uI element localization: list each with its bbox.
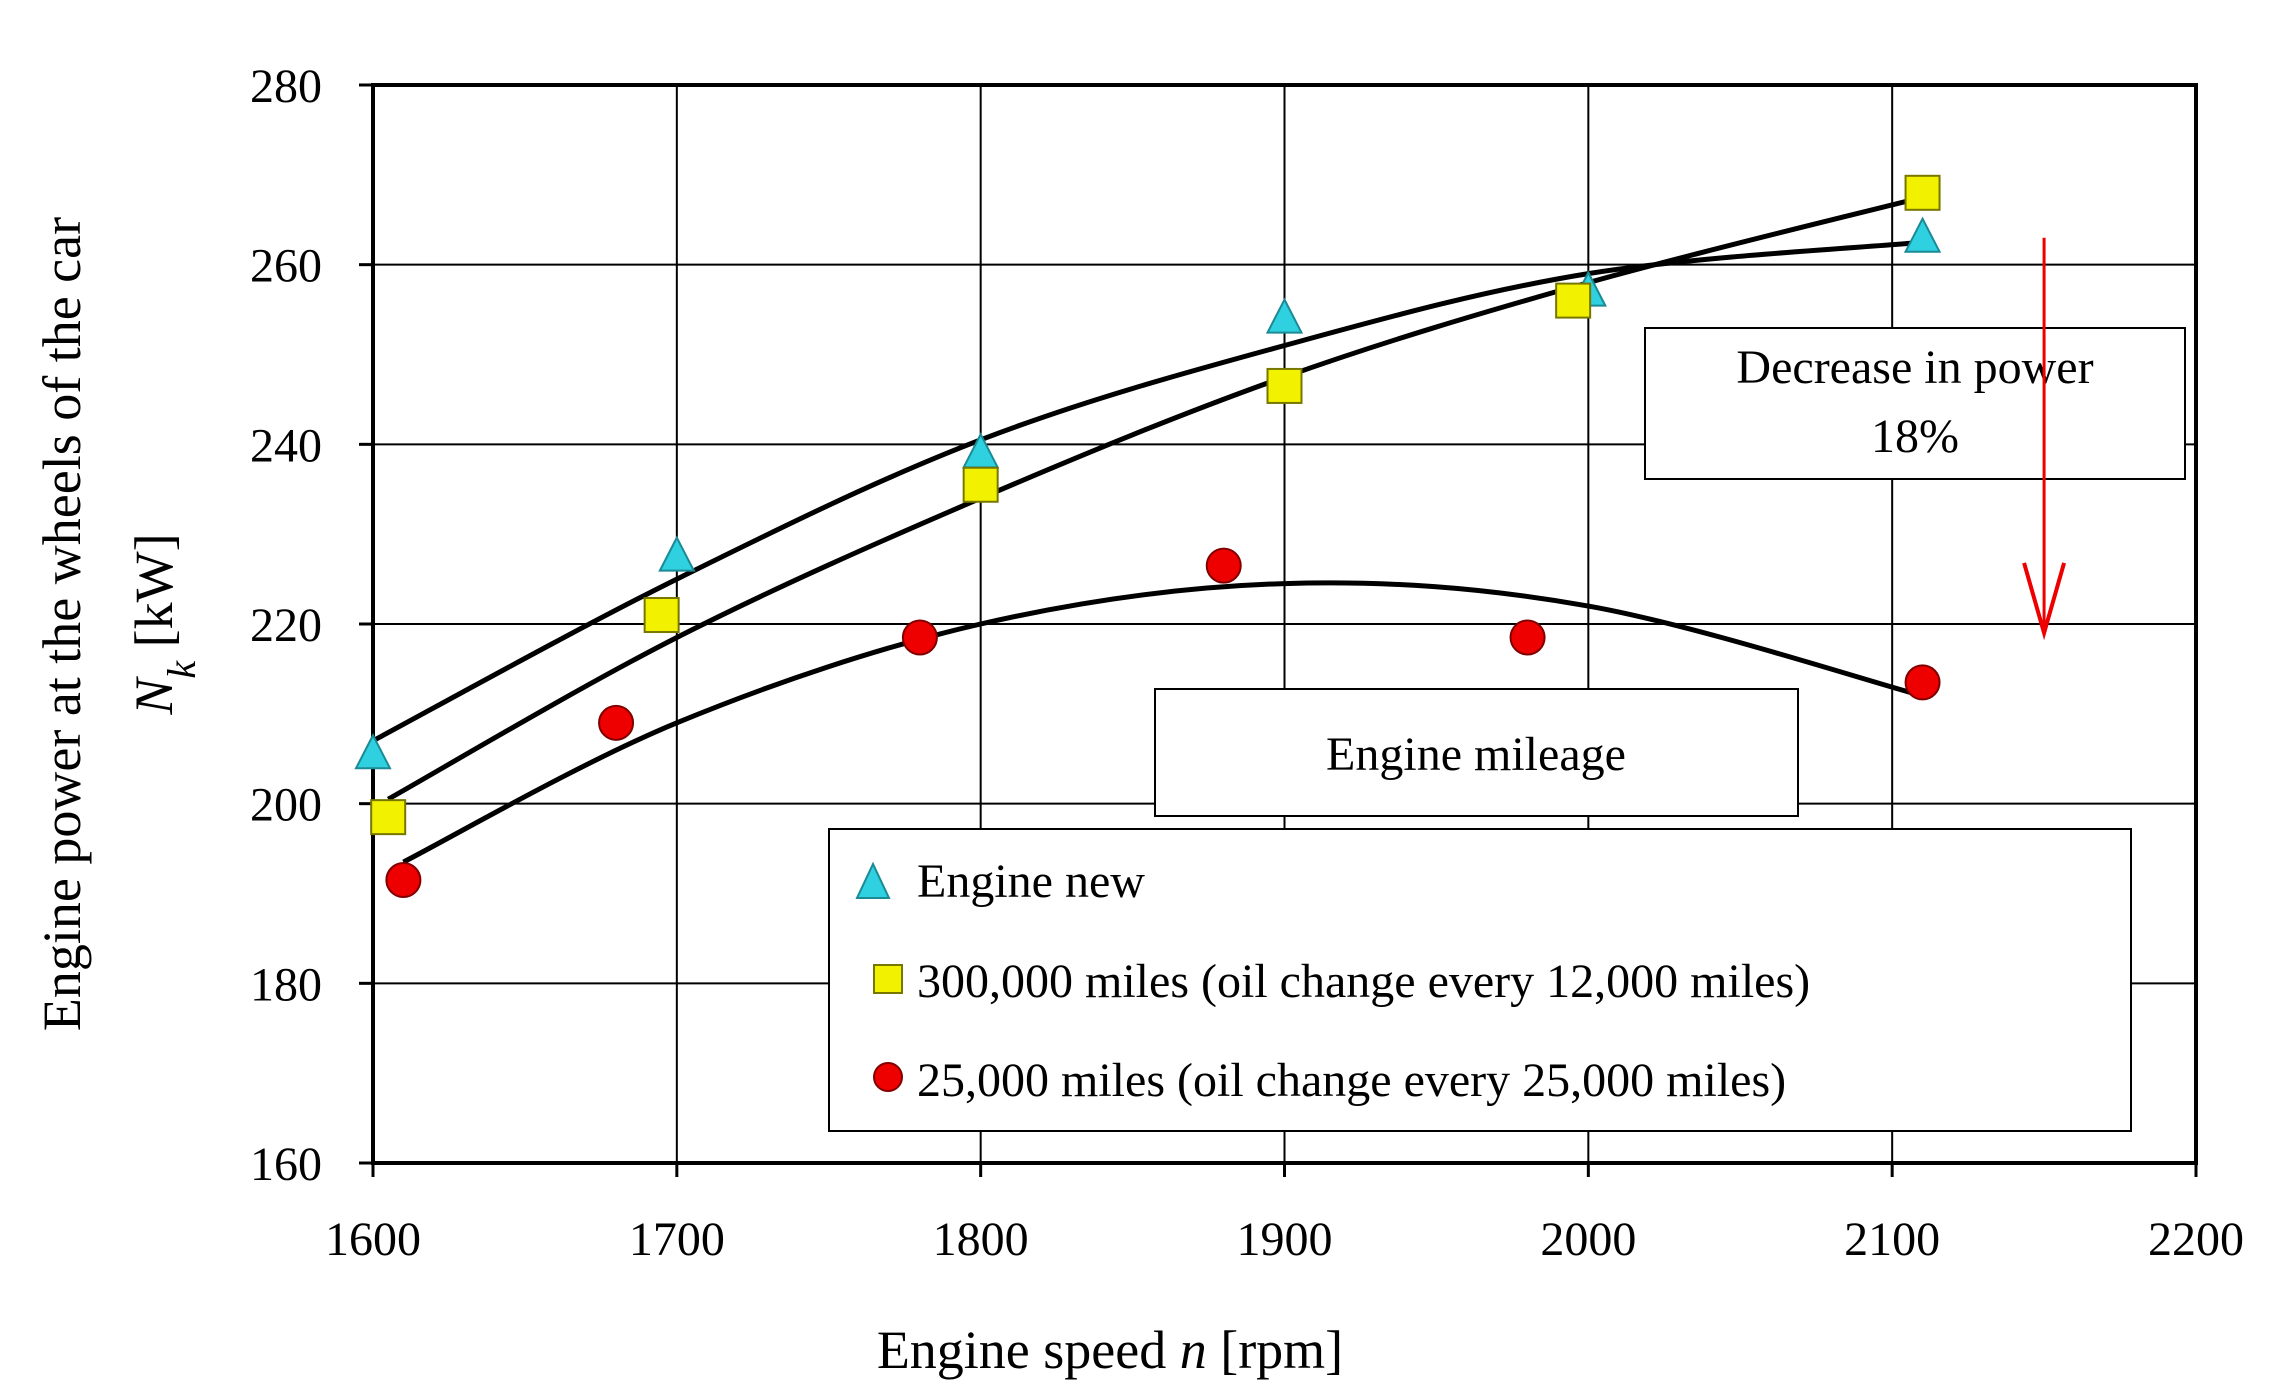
point-engine-new-2 (962, 432, 1000, 469)
y-axis-title-line2: Nk [kW] (124, 533, 204, 715)
point-25k-miles-1 (598, 704, 635, 741)
point-engine-new-1 (658, 535, 696, 572)
point-engine-new-5 (1903, 216, 1942, 253)
legend-label-25k: 25,000 miles (oil change every 25,000 mi… (917, 1054, 1786, 1107)
point-engine-new-3 (1265, 297, 1304, 334)
mileage-box (1154, 688, 1799, 817)
decrease-text-line2: 18% (1871, 410, 1959, 463)
y-axis-title: Engine power at the wheels of the car Nk… (32, 217, 204, 1031)
y-tick-label-260: 260 (250, 240, 322, 293)
y-axis-var: N (124, 676, 184, 716)
y-tick-label-180: 180 (250, 958, 322, 1011)
y-axis-title-line1: Engine power at the wheels of the car (32, 217, 92, 1031)
x-tick-label-2100: 2100 (1844, 1213, 1940, 1266)
point-25k-miles-4 (1509, 619, 1546, 656)
x-tick-label-1800: 1800 (933, 1213, 1029, 1266)
y-tick-label-200: 200 (250, 779, 322, 832)
axis-ticks: 1600 1700 1800 1900 2000 2100 2200 160 180 200 220… (250, 60, 2244, 1266)
x-axis-unit: [rpm] (1207, 1320, 1343, 1380)
point-300k-miles-0 (370, 799, 407, 836)
legend-marker-engine-new (855, 861, 891, 899)
point-300k-miles-5 (1904, 174, 1941, 211)
point-300k-miles-2 (962, 466, 999, 503)
x-axis-var: n (1180, 1320, 1207, 1380)
legend-marker-25k (873, 1062, 903, 1092)
x-axis-title: Engine speed n [rpm] (877, 1320, 1343, 1380)
y-tick-label-160: 160 (250, 1138, 322, 1191)
decrease-text-line1: Decrease in power (1736, 341, 2093, 394)
point-300k-miles-3 (1266, 367, 1303, 404)
y-tick-label-240: 240 (250, 419, 322, 472)
decrease-arrow (2022, 237, 2067, 641)
point-300k-miles-4 (1555, 282, 1592, 319)
legend-box (828, 828, 2132, 1132)
arrow-head (2022, 562, 2067, 641)
trend-line-300k-miles (386, 194, 1924, 802)
trend-curves (371, 194, 1924, 865)
x-tick-label-1700: 1700 (629, 1213, 725, 1266)
legend-label-engine-new: Engine new (917, 855, 1145, 908)
y-tick-label-280: 280 (250, 60, 322, 113)
point-25k-miles-3 (1205, 547, 1242, 584)
point-25k-miles-5 (1904, 664, 1941, 701)
x-axis-prefix: Engine speed (877, 1320, 1180, 1380)
legend-label-300k: 300,000 miles (oil change every 12,000 m… (917, 955, 1810, 1008)
point-engine-new-0 (354, 733, 392, 770)
legend-marker-300k (873, 964, 903, 994)
y-tick-label-220: 220 (250, 599, 322, 652)
x-tick-label-1600: 1600 (325, 1213, 421, 1266)
trend-line-25k-miles (402, 580, 1924, 865)
mileage-annotation: Engine mileage (1154, 688, 1799, 817)
x-tick-label-2000: 2000 (1540, 1213, 1636, 1266)
y-axis-unit: [kW] (124, 533, 184, 660)
mileage-text: Engine mileage (1326, 728, 1626, 781)
point-300k-miles-1 (643, 597, 680, 634)
x-tick-label-1900: 1900 (1237, 1213, 1333, 1266)
point-25k-miles-0 (385, 862, 422, 899)
y-axis-sub: k (159, 660, 204, 679)
x-tick-label-2200: 2200 (2148, 1213, 2244, 1266)
decrease-annotation: Decrease in power 18% (1644, 327, 2186, 480)
point-25k-miles-2 (901, 619, 938, 656)
legend: Engine new 300,000 miles (oil change eve… (828, 828, 2132, 1132)
trend-line-engine-new (371, 239, 1923, 743)
data-markers (354, 174, 1942, 899)
decrease-box (1644, 327, 2186, 480)
